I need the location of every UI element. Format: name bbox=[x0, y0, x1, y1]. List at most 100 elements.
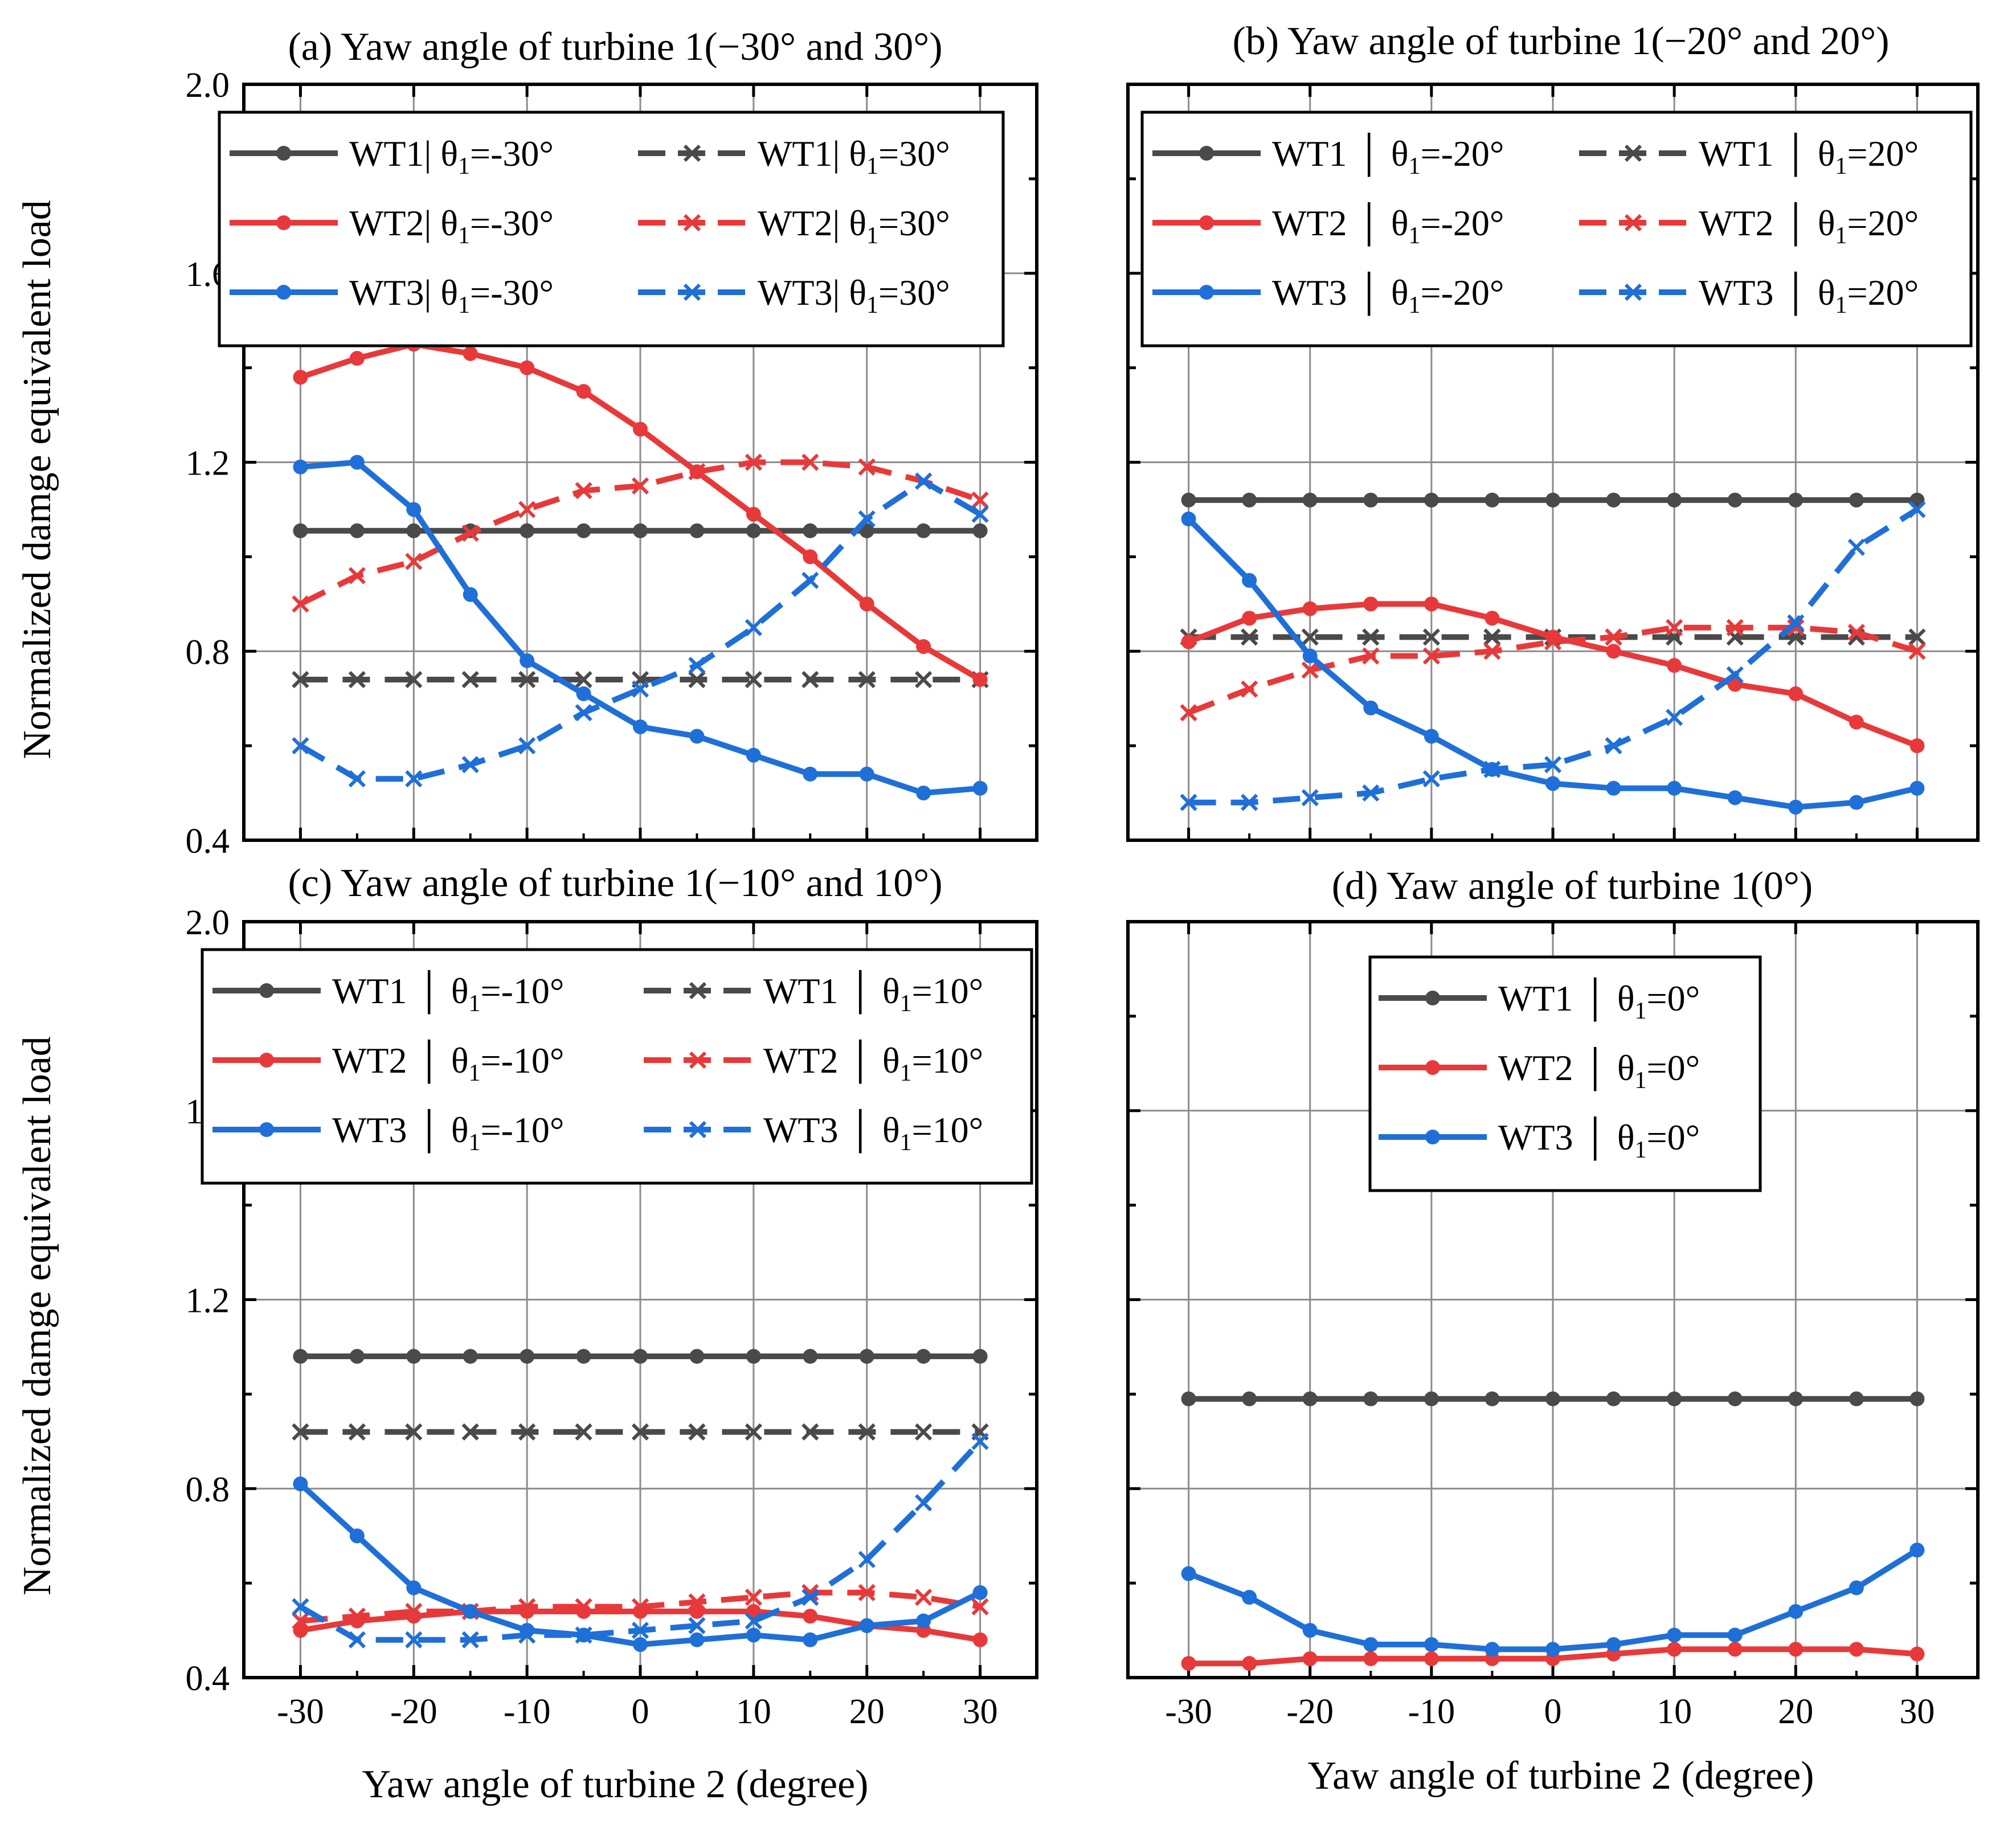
chart-panel-d: (d) Yaw angle of turbine 1(0°) -30 -20 -10 0… bbox=[1126, 864, 1980, 1731]
point-marker-dot bbox=[633, 1637, 648, 1652]
panel-title: (b) Yaw angle of turbine 1(−20° and 20°) bbox=[1232, 19, 1889, 63]
point-marker-dot bbox=[1667, 492, 1682, 508]
point-marker-x bbox=[1362, 647, 1380, 665]
point-marker-dot bbox=[1667, 1627, 1682, 1643]
point-marker-x bbox=[802, 670, 819, 689]
point-marker-dot bbox=[1606, 1391, 1621, 1406]
point-marker-dot bbox=[1849, 795, 1864, 810]
point-marker-dot bbox=[1606, 644, 1621, 659]
point-marker-dot bbox=[1788, 1642, 1804, 1657]
x-tick-label: 0 bbox=[632, 1692, 649, 1731]
point-marker-x bbox=[745, 670, 762, 689]
legend-swatch-marker bbox=[689, 1120, 707, 1139]
legend-swatch-marker bbox=[683, 283, 701, 301]
legend-swatch-marker bbox=[259, 1053, 274, 1068]
point-marker-dot bbox=[1788, 1604, 1804, 1619]
point-marker-x bbox=[292, 1423, 309, 1441]
point-marker-x bbox=[1301, 789, 1319, 807]
point-marker-x bbox=[745, 1588, 762, 1606]
legend-swatch-marker bbox=[276, 146, 291, 161]
point-marker-x bbox=[915, 1423, 933, 1441]
point-marker-x bbox=[631, 1423, 649, 1441]
series-group bbox=[1180, 492, 1926, 815]
point-marker-dot bbox=[349, 523, 365, 538]
point-marker-dot bbox=[1667, 658, 1682, 673]
point-marker-dot bbox=[349, 351, 365, 366]
point-marker-dot bbox=[1302, 1623, 1318, 1638]
point-marker-dot bbox=[1909, 780, 1925, 796]
point-marker-dot bbox=[1242, 572, 1257, 588]
point-marker-x bbox=[1666, 619, 1683, 636]
point-marker-x bbox=[858, 670, 876, 689]
legend-swatch-marker bbox=[683, 144, 701, 162]
point-marker-dot bbox=[463, 1604, 478, 1619]
point-marker-dot bbox=[1424, 492, 1439, 508]
point-marker-dot bbox=[1909, 1646, 1925, 1662]
y-tick-label: 0.4 bbox=[186, 822, 230, 861]
point-marker-x bbox=[1544, 756, 1562, 774]
point-marker-dot bbox=[406, 1580, 422, 1596]
point-marker-dot bbox=[803, 523, 818, 538]
point-marker-dot bbox=[859, 1618, 874, 1633]
point-marker-x bbox=[1422, 628, 1440, 646]
point-marker-dot bbox=[463, 1349, 478, 1364]
legend-label: WT3 │ θ1=-10° bbox=[332, 1109, 565, 1156]
legend-label: WT1 │ θ1=0° bbox=[1498, 977, 1700, 1024]
x-tick-label: 10 bbox=[1657, 1692, 1692, 1731]
legend-box bbox=[1140, 111, 1973, 347]
point-marker-dot bbox=[972, 523, 988, 538]
point-marker-x bbox=[575, 1626, 592, 1644]
point-marker-dot bbox=[463, 587, 478, 602]
legend-label: WT3| θ1=-30° bbox=[349, 272, 554, 318]
x-tick-label: -20 bbox=[390, 1692, 437, 1731]
point-marker-x bbox=[802, 1588, 819, 1606]
x-tick-label: -10 bbox=[504, 1692, 551, 1731]
legend-swatch-marker bbox=[1425, 1060, 1440, 1075]
point-marker-dot bbox=[1485, 1642, 1500, 1657]
point-marker-x bbox=[1726, 619, 1744, 636]
point-marker-x bbox=[745, 1612, 762, 1630]
point-marker-dot bbox=[1545, 1391, 1560, 1406]
y-tick-label: 0.4 bbox=[186, 1659, 230, 1698]
legend-swatch-marker bbox=[276, 215, 291, 230]
point-marker-dot bbox=[1788, 799, 1804, 815]
point-marker-dot bbox=[406, 523, 422, 538]
point-marker-x bbox=[631, 680, 649, 698]
point-marker-x bbox=[858, 510, 876, 528]
point-marker-x bbox=[1847, 538, 1865, 556]
x-axis-label-left: Yaw angle of turbine 2 (degree) bbox=[362, 1762, 869, 1806]
x-tick-label: 0 bbox=[1544, 1692, 1562, 1731]
point-marker-x bbox=[688, 670, 706, 689]
legend-label: WT3 │ θ1=20° bbox=[1699, 271, 1919, 318]
point-marker-dot bbox=[1849, 492, 1864, 508]
point-marker-dot bbox=[633, 719, 648, 734]
y-axis-label-top: Normalized damge equivalent load bbox=[15, 200, 59, 759]
x-tick-label: -10 bbox=[1408, 1692, 1455, 1731]
chart-panel-a: (a) Yaw angle of turbine 1(−30° and 30°)… bbox=[186, 25, 1038, 861]
point-marker-x bbox=[461, 670, 479, 689]
point-marker-dot bbox=[1424, 1637, 1439, 1652]
legend-swatch-marker bbox=[259, 983, 274, 998]
point-marker-x bbox=[518, 1423, 536, 1441]
point-marker-dot bbox=[859, 1349, 874, 1364]
panel-title: (c) Yaw angle of turbine 1(−10° and 10°) bbox=[288, 861, 942, 905]
point-marker-dot bbox=[1363, 492, 1379, 508]
point-marker-x bbox=[631, 1621, 649, 1639]
x-tick-label: 20 bbox=[1778, 1692, 1813, 1731]
point-marker-x bbox=[518, 501, 536, 518]
point-marker-x bbox=[292, 670, 309, 689]
point-marker-dot bbox=[1849, 1391, 1864, 1406]
point-marker-dot bbox=[746, 1627, 761, 1643]
legend-label: WT2 │ θ1=-10° bbox=[332, 1039, 565, 1086]
point-marker-x bbox=[1483, 628, 1501, 646]
legend-swatch-marker bbox=[1624, 214, 1642, 232]
point-marker-x bbox=[1544, 633, 1562, 651]
point-marker-x bbox=[1908, 643, 1926, 660]
point-marker-x bbox=[292, 1612, 309, 1630]
point-marker-x bbox=[915, 1494, 933, 1512]
point-marker-x bbox=[1180, 794, 1197, 811]
x-tick-label: 30 bbox=[963, 1692, 998, 1731]
point-marker-dot bbox=[859, 766, 874, 782]
point-marker-x bbox=[518, 1598, 536, 1616]
